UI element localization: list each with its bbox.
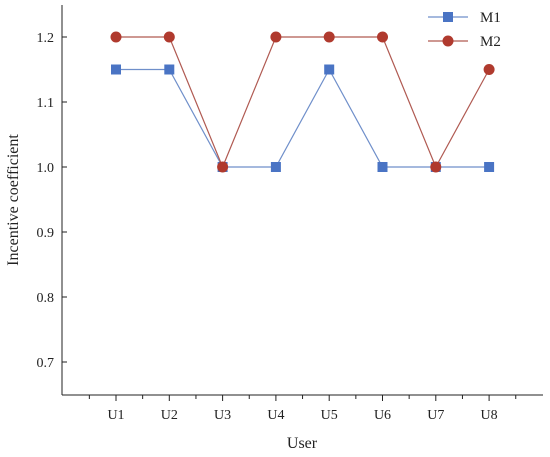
y-tick-label: 1.0	[37, 161, 55, 176]
data-point-square	[377, 162, 388, 172]
series-m2	[110, 31, 495, 173]
x-tick-label: U2	[161, 408, 178, 423]
y-tick-label: 1.2	[37, 31, 55, 46]
y-tick-label: 0.8	[37, 291, 55, 306]
axes	[61, 5, 543, 396]
data-point-circle	[110, 31, 122, 43]
data-point-square	[324, 64, 335, 75]
x-tick-label: U5	[321, 408, 338, 423]
data-point-square	[484, 162, 495, 172]
data-point-circle	[163, 31, 175, 43]
legend-marker	[442, 35, 454, 47]
series-line	[116, 68, 490, 168]
x-axis-title: User	[287, 435, 318, 452]
x-tick-label: U4	[267, 408, 284, 423]
series-layer	[110, 31, 495, 173]
x-tick-label: U6	[374, 408, 391, 423]
x-tick-label: U8	[481, 408, 498, 423]
data-point-circle	[270, 31, 282, 43]
series-line	[116, 36, 490, 169]
x-tick-label: U7	[427, 408, 444, 423]
data-point-circle	[377, 31, 388, 43]
legend-label: M1	[480, 10, 501, 26]
legend-label: M2	[480, 34, 501, 50]
data-point-square	[111, 64, 121, 75]
x-tick-label: U1	[107, 408, 124, 423]
series-m1	[111, 64, 495, 172]
data-point-square	[164, 64, 175, 75]
data-point-circle	[483, 64, 495, 75]
legend-marker	[443, 12, 453, 22]
y-tick-label: 0.7	[37, 356, 55, 371]
x-tick-label: U3	[214, 408, 231, 423]
legend: M1 M2	[428, 10, 501, 50]
y-ticks: 0.7 0.8 0.9 1.0 1.1 1.2	[37, 31, 67, 371]
y-tick-label: 0.9	[37, 226, 55, 241]
y-axis-title: Incentive coefficient	[5, 134, 22, 266]
x-ticks: U1 U2 U3 U4 U5 U6 U7 U8	[88, 395, 517, 423]
data-point-circle	[323, 31, 335, 43]
data-point-circle	[217, 161, 229, 173]
data-point-circle	[430, 161, 442, 173]
y-tick-label: 1.1	[37, 96, 55, 111]
data-point-square	[270, 162, 281, 172]
